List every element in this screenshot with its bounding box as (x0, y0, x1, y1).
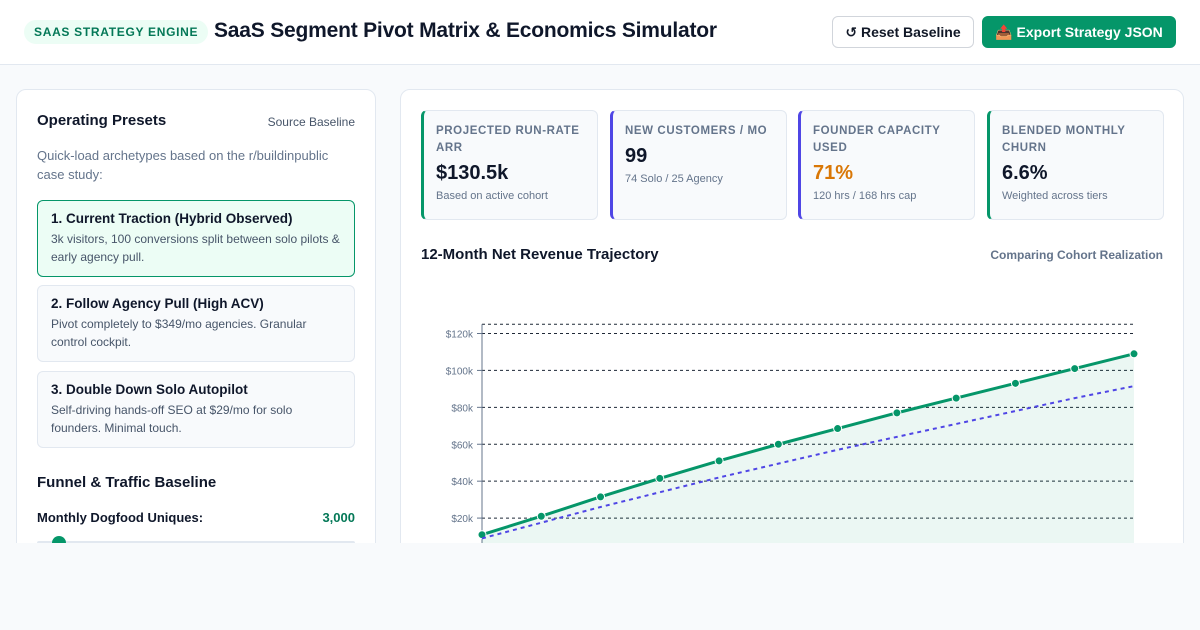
presets-title: Operating Presets (37, 112, 167, 129)
slider-thumb[interactable] (52, 536, 67, 543)
preset-desc: Self-driving hands-off SEO at $29/mo for… (51, 403, 293, 435)
chart-note: Comparing Cohort Realization (990, 248, 1163, 262)
funnel-section-title: Funnel & Traffic Baseline (37, 474, 217, 491)
kpi-label: FOUNDER CAPACITY USED (813, 125, 941, 154)
kpi-card-new-customers: NEW CUSTOMERS / MO 99 74 Solo / 25 Agenc… (610, 110, 787, 220)
app-title: SaaS Segment Pivot Matrix & Economics Si… (214, 19, 717, 42)
kpi-sub: 120 hrs / 168 hrs cap (813, 190, 917, 202)
preset-desc: 3k visitors, 100 conversions split betwe… (51, 232, 340, 264)
source-baseline-link[interactable]: Source Baseline (267, 115, 355, 129)
kpi-label: PROJECTED RUN-RATE ARR (436, 125, 580, 154)
series-point (833, 424, 843, 434)
preset-current-traction[interactable]: 1. Current Traction (Hybrid Observed) 3k… (37, 200, 355, 277)
uniques-slider[interactable] (37, 536, 355, 543)
preset-name: 3. Double Down Solo Autopilot (51, 382, 248, 397)
kpi-sub: 74 Solo / 25 Agency (625, 173, 723, 185)
preset-name: 2. Follow Agency Pull (High ACV) (51, 296, 264, 311)
app-badge: SAAS STRATEGY ENGINE (24, 20, 209, 44)
uniques-slider-value: 3,000 (322, 510, 355, 525)
kpi-label: BLENDED MONTHLY CHURN (1002, 125, 1126, 154)
app-header: SAAS STRATEGY ENGINE SaaS Segment Pivot … (0, 0, 1200, 65)
kpi-card-arr: PROJECTED RUN-RATE ARR $130.5k Based on … (421, 110, 598, 220)
series-point (477, 530, 487, 540)
main-viewport: Operating Presets Source Baseline Quick-… (0, 65, 1200, 543)
y-tick-label: $120k (446, 330, 474, 341)
series-point (596, 492, 606, 502)
preset-solo-autopilot[interactable]: 3. Double Down Solo Autopilot Self-drivi… (37, 371, 355, 448)
uniques-slider-label: Monthly Dogfood Uniques: (37, 510, 204, 525)
series-point (951, 393, 961, 403)
metrics-panel: PROJECTED RUN-RATE ARR $130.5k Based on … (400, 89, 1184, 543)
series-point (892, 408, 902, 418)
kpi-value: 99 (625, 145, 648, 167)
series-point (773, 439, 783, 449)
kpi-value: 71% (813, 162, 854, 184)
presets-description: Quick-load archetypes based on the r/bui… (37, 148, 329, 182)
series-point (714, 456, 724, 466)
series-point (536, 511, 546, 521)
series-point (1129, 349, 1139, 359)
y-tick-label: $20k (451, 514, 474, 525)
kpi-value: $130.5k (436, 162, 509, 184)
kpi-sub: Based on active cohort (436, 190, 548, 202)
kpi-label: NEW CUSTOMERS / MO (625, 125, 768, 137)
preset-name: 1. Current Traction (Hybrid Observed) (51, 211, 293, 226)
kpi-sub: Weighted across tiers (1002, 190, 1108, 202)
series-point (655, 473, 665, 483)
kpi-card-founder-capacity: FOUNDER CAPACITY USED 71% 120 hrs / 168 … (798, 110, 975, 220)
presets-panel: Operating Presets Source Baseline Quick-… (16, 89, 376, 543)
preset-desc: Pivot completely to $349/mo agencies. Gr… (51, 317, 307, 349)
y-tick-label: $100k (446, 366, 474, 377)
reset-baseline-button[interactable]: ↺ Reset Baseline (832, 16, 974, 48)
chart-title: 12-Month Net Revenue Trajectory (421, 246, 659, 263)
series-area (482, 353, 1134, 543)
series-line (481, 352, 1135, 537)
series-point (1010, 378, 1020, 388)
kpi-card-churn: BLENDED MONTHLY CHURN 6.6% Weighted acro… (987, 110, 1164, 220)
series-line (481, 385, 1135, 540)
export-strategy-button[interactable]: 📤 Export Strategy JSON (982, 16, 1176, 48)
series-point (1070, 364, 1080, 374)
kpi-value: 6.6% (1002, 162, 1048, 184)
y-tick-label: $60k (451, 440, 474, 451)
preset-agency-pull[interactable]: 2. Follow Agency Pull (High ACV) Pivot c… (37, 285, 355, 362)
y-tick-label: $80k (451, 403, 474, 414)
y-tick-label: $40k (451, 477, 474, 488)
